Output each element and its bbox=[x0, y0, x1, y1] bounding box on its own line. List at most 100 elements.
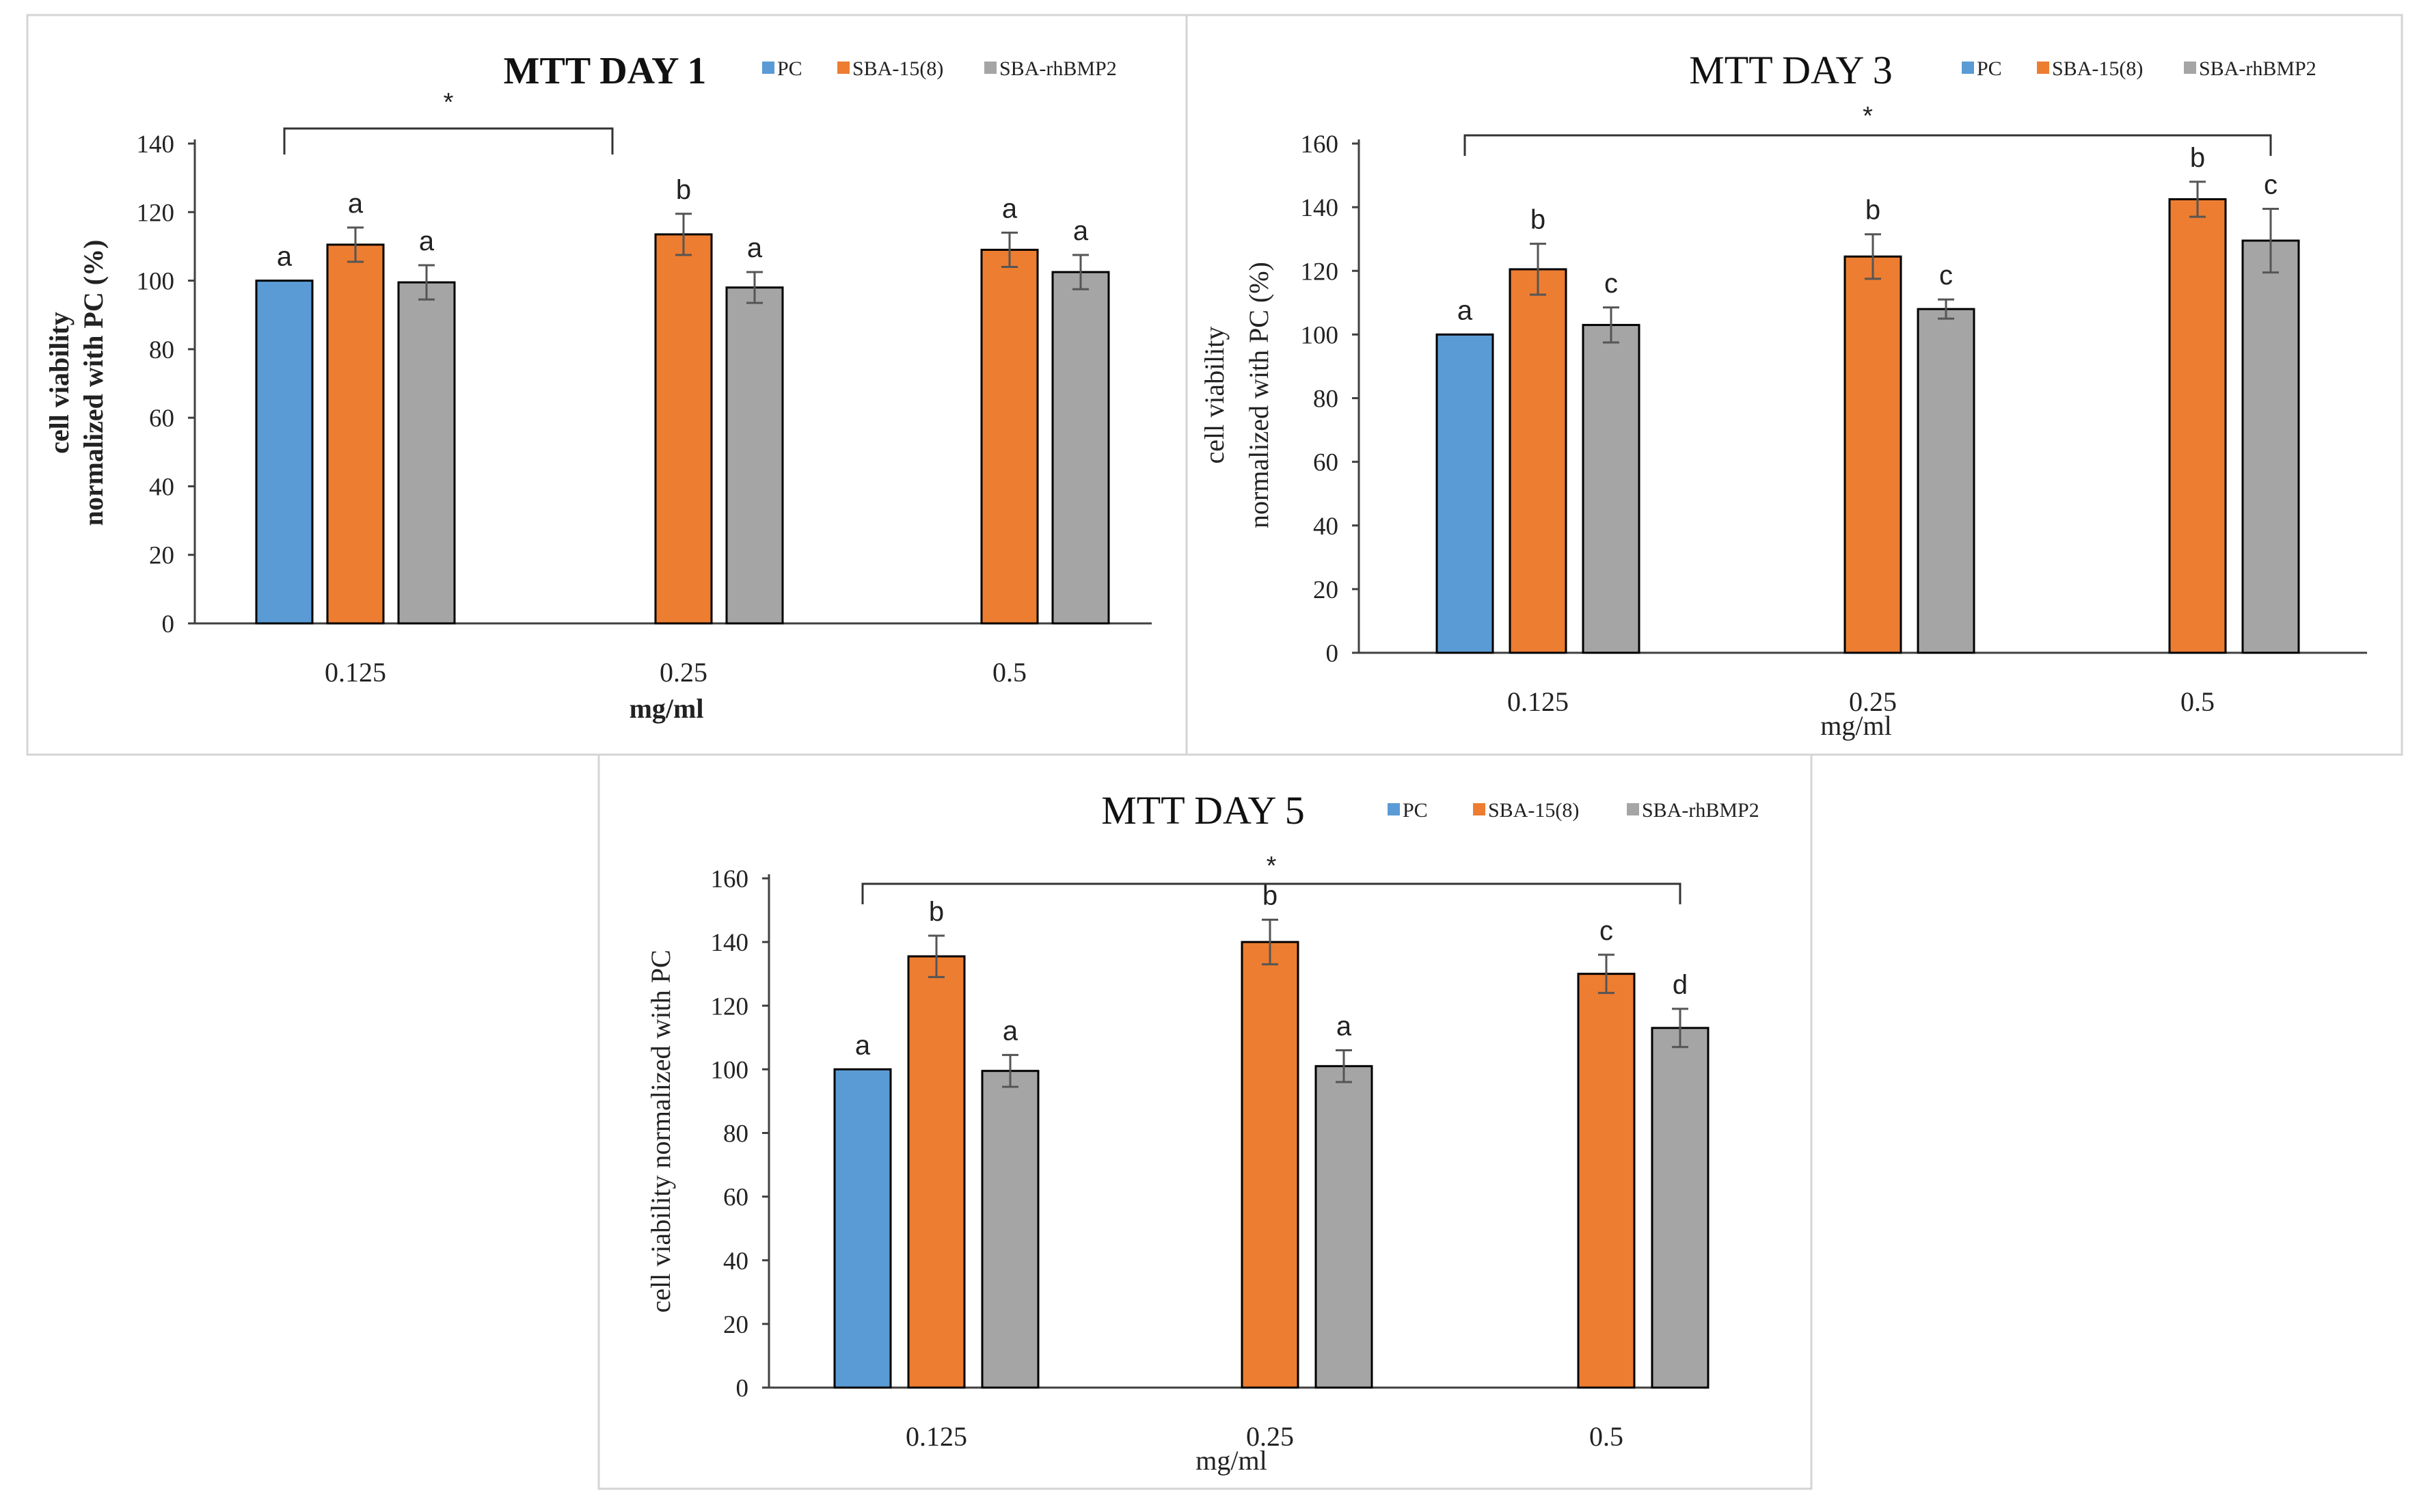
significance-letter: a bbox=[747, 233, 763, 263]
significance-letter: c bbox=[1939, 260, 1953, 291]
y-tick-label: 140 bbox=[137, 131, 175, 159]
y-axis-label: cell viability bbox=[44, 312, 75, 454]
bar-sba-15-8- bbox=[1577, 973, 1636, 1389]
x-axis-label: mg/ml bbox=[630, 693, 704, 724]
significance-letter: c bbox=[1599, 916, 1613, 946]
bar-sba-15-8- bbox=[1509, 268, 1567, 654]
bar-sba-rhbmp2 bbox=[1051, 271, 1110, 625]
significance-bracket bbox=[861, 882, 1681, 904]
x-axis-label: mg/ml bbox=[1820, 710, 1891, 741]
legend-label: PC bbox=[1403, 799, 1428, 822]
y-tick-label: 160 bbox=[711, 865, 749, 893]
legend-swatch bbox=[1627, 803, 1639, 815]
y-tick-label: 60 bbox=[723, 1184, 748, 1212]
y-tick-label: 100 bbox=[137, 268, 175, 296]
bar-pc bbox=[255, 280, 314, 625]
x-tick-label: 0.25 bbox=[1849, 686, 1897, 717]
significance-star: * bbox=[1267, 852, 1277, 880]
y-tick-label: 120 bbox=[137, 199, 175, 227]
legend-label: PC bbox=[1977, 57, 2002, 80]
chart-title: MTT DAY 5 bbox=[1101, 788, 1305, 833]
y-tick-label: 100 bbox=[711, 1056, 749, 1084]
bar-sba-rhbmp2 bbox=[2241, 239, 2300, 654]
chart-mtt-day-3: 0 20 40 60 80 100 120 140 160 0.125 0.25 0.5 mg/ml ce… bbox=[1199, 48, 2367, 741]
significance-letter: a bbox=[348, 189, 364, 219]
significance-star: * bbox=[444, 88, 454, 117]
significance-letter: b bbox=[2190, 143, 2205, 173]
significance-letter: b bbox=[676, 175, 691, 205]
y-axis-label: cell viability normalized with PC bbox=[645, 949, 676, 1312]
x-tick-label: 0.25 bbox=[660, 657, 707, 688]
bar-pc bbox=[1435, 333, 1494, 654]
y-tick-label: 20 bbox=[149, 542, 174, 570]
x-tick-label: 0.125 bbox=[906, 1421, 967, 1452]
legend-swatch bbox=[762, 62, 774, 74]
significance-letter: a bbox=[1002, 193, 1018, 224]
y-tick-label: 40 bbox=[149, 473, 174, 501]
chart-title: MTT DAY 1 bbox=[504, 50, 707, 92]
y-tick-label: 80 bbox=[149, 336, 174, 364]
legend-swatch bbox=[1962, 62, 1974, 74]
legend-swatch bbox=[984, 62, 997, 74]
y-tick-label: 80 bbox=[723, 1120, 748, 1148]
x-tick-label: 0.5 bbox=[1589, 1421, 1623, 1452]
y-tick-label: 40 bbox=[723, 1247, 748, 1275]
legend-swatch bbox=[1388, 803, 1400, 815]
y-tick-label: 0 bbox=[162, 610, 175, 638]
chart-mtt-day-1: 0 20 40 60 80 100 120 140 0.125 0.25 0.5 mg/ml cell … bbox=[44, 50, 1152, 724]
bar-sba-15-8- bbox=[1241, 941, 1299, 1389]
significance-letter: b bbox=[1262, 881, 1278, 911]
x-tick-label: 0.5 bbox=[992, 657, 1027, 688]
bar-sba-rhbmp2 bbox=[1651, 1027, 1709, 1389]
bar-pc bbox=[833, 1068, 892, 1389]
significance-letter: a bbox=[277, 242, 293, 272]
bar-sba-15-8- bbox=[907, 955, 966, 1389]
y-tick-label: 100 bbox=[1301, 321, 1339, 349]
significance-letter: a bbox=[855, 1030, 871, 1060]
bar-sba-15-8- bbox=[980, 248, 1039, 625]
y-axis-label: normalized with PC (%) bbox=[78, 240, 109, 526]
legend-label: SBA-15(8) bbox=[852, 57, 943, 80]
bar-sba-15-8- bbox=[2168, 198, 2227, 654]
y-tick-label: 0 bbox=[736, 1375, 749, 1403]
significance-letter: c bbox=[1604, 269, 1618, 299]
bar-sba-rhbmp2 bbox=[1582, 323, 1640, 654]
legend-label: SBA-15(8) bbox=[2052, 57, 2143, 80]
y-tick-label: 120 bbox=[711, 993, 749, 1021]
chart-title: MTT DAY 3 bbox=[1689, 48, 1893, 92]
y-tick-label: 140 bbox=[1301, 194, 1339, 222]
y-tick-label: 20 bbox=[723, 1311, 748, 1339]
legend-swatch bbox=[2037, 62, 2049, 74]
legend-label: SBA-15(8) bbox=[1488, 799, 1579, 822]
legend-swatch bbox=[837, 62, 850, 74]
legend-swatch bbox=[2184, 62, 2196, 74]
significance-letter: a bbox=[419, 226, 435, 256]
x-tick-label: 0.5 bbox=[2180, 686, 2215, 717]
legend-label: PC bbox=[777, 57, 802, 80]
significance-letter: d bbox=[1673, 970, 1688, 1000]
bar-sba-rhbmp2 bbox=[725, 286, 784, 625]
significance-letter: b bbox=[1530, 205, 1545, 235]
legend-label: SBA-rhBMP2 bbox=[2199, 57, 2316, 80]
legend-label: SBA-rhBMP2 bbox=[1642, 799, 1759, 822]
significance-letter: b bbox=[929, 897, 944, 927]
bar-sba-15-8- bbox=[1843, 255, 1902, 654]
y-tick-label: 40 bbox=[1313, 513, 1338, 541]
x-tick-label: 0.25 bbox=[1246, 1421, 1294, 1452]
significance-bracket bbox=[283, 127, 614, 154]
y-tick-label: 0 bbox=[1326, 640, 1339, 668]
x-axis-label: mg/ml bbox=[1195, 1445, 1267, 1476]
significance-star: * bbox=[1863, 102, 1873, 131]
chart-mtt-day-5: 0 20 40 60 80 100 120 140 160 0.125 0.25 0.5 mg/ml ce… bbox=[645, 788, 1759, 1476]
bar-sba-rhbmp2 bbox=[1917, 308, 1975, 654]
bar-sba-15-8- bbox=[326, 243, 385, 625]
y-tick-label: 60 bbox=[1313, 449, 1338, 477]
y-axis-label: cell viability bbox=[1199, 326, 1230, 463]
x-tick-label: 0.125 bbox=[325, 657, 386, 688]
significance-letter: a bbox=[1457, 295, 1473, 325]
y-tick-label: 20 bbox=[1313, 576, 1338, 604]
bar-sba-rhbmp2 bbox=[1314, 1065, 1373, 1389]
bar-sba-15-8- bbox=[654, 233, 713, 625]
legend-label: SBA-rhBMP2 bbox=[999, 57, 1117, 80]
